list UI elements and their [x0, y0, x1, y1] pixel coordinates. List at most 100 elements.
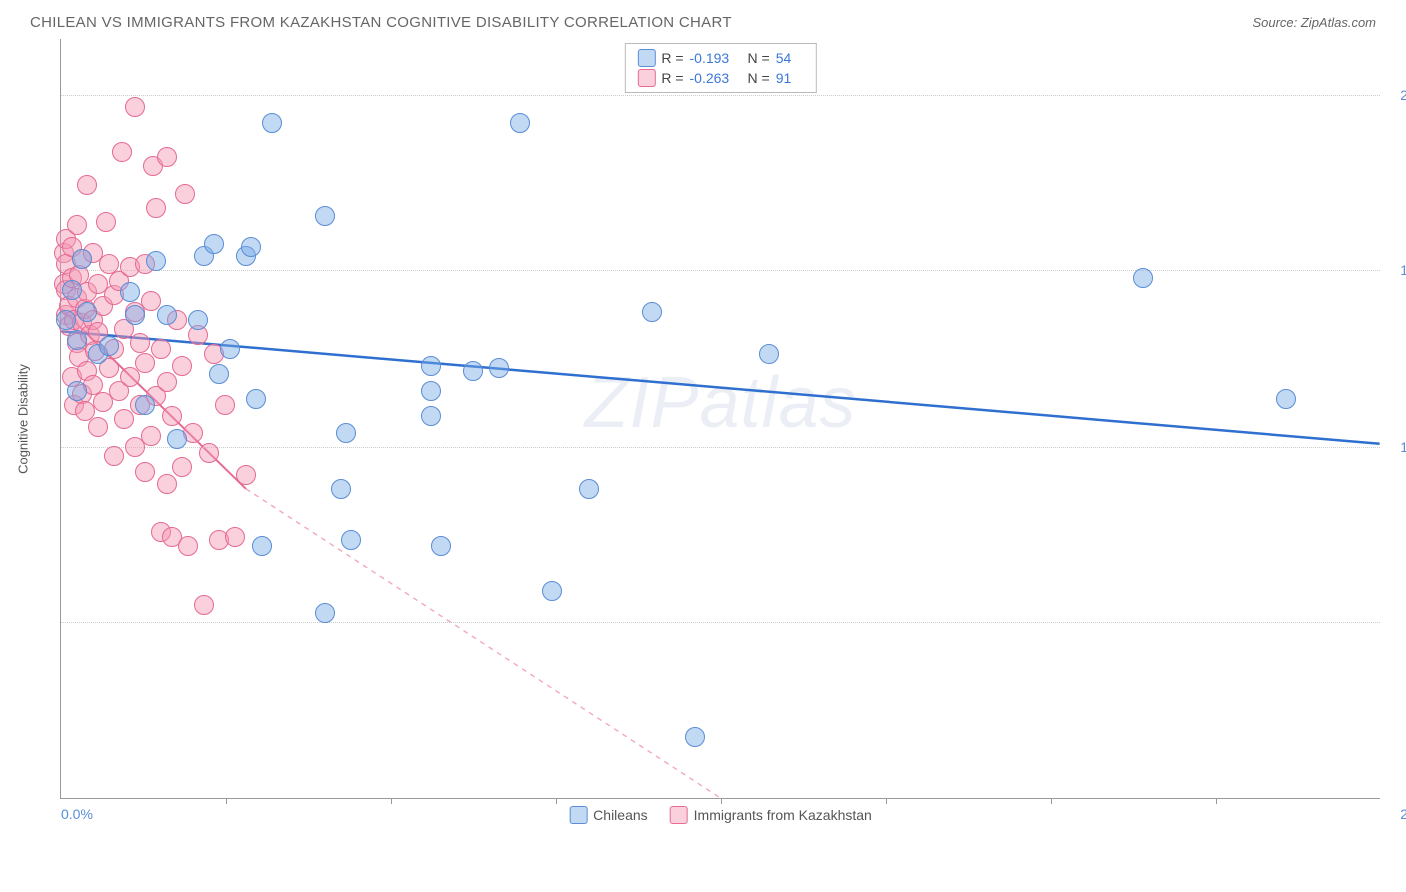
x-tick: [1051, 798, 1052, 804]
x-tick: [1216, 798, 1217, 804]
legend-item: Immigrants from Kazakhstan: [670, 806, 872, 824]
stats-legend-box: R = -0.193 N = 54 R = -0.263 N = 91: [624, 43, 816, 93]
scatter-point: [341, 530, 361, 550]
scatter-point: [157, 474, 177, 494]
stats-n-label: N =: [748, 50, 770, 66]
scatter-point: [421, 406, 441, 426]
scatter-point: [135, 462, 155, 482]
chart-title: CHILEAN VS IMMIGRANTS FROM KAZAKHSTAN CO…: [30, 14, 732, 31]
scatter-point: [135, 395, 155, 415]
scatter-point: [204, 234, 224, 254]
scatter-point: [194, 595, 214, 615]
legend-swatch: [569, 806, 587, 824]
legend-item: Chileans: [569, 806, 647, 824]
scatter-point: [209, 364, 229, 384]
legend-label: Immigrants from Kazakhstan: [694, 807, 872, 823]
scatter-point: [685, 727, 705, 747]
trend-lines-svg: [61, 39, 1380, 798]
scatter-point: [151, 339, 171, 359]
gridline-h: [61, 447, 1380, 448]
scatter-point: [199, 443, 219, 463]
stats-swatch: [637, 49, 655, 67]
scatter-point: [642, 302, 662, 322]
legend-label: Chileans: [593, 807, 647, 823]
scatter-point: [125, 97, 145, 117]
y-axis-title: Cognitive Disability: [16, 364, 31, 474]
scatter-point: [331, 479, 351, 499]
scatter-point: [167, 429, 187, 449]
stats-n-label: N =: [748, 70, 770, 86]
scatter-point: [120, 282, 140, 302]
scatter-point: [579, 479, 599, 499]
scatter-point: [77, 175, 97, 195]
watermark-text: ZIPatlas: [584, 362, 856, 444]
scatter-point: [236, 465, 256, 485]
x-axis-min-label: 0.0%: [61, 806, 93, 822]
scatter-point: [88, 417, 108, 437]
scatter-point: [175, 184, 195, 204]
bottom-legend: Chileans Immigrants from Kazakhstan: [569, 806, 872, 824]
scatter-point: [542, 581, 562, 601]
scatter-point: [336, 423, 356, 443]
scatter-point: [489, 358, 509, 378]
scatter-point: [315, 206, 335, 226]
y-tick-label: 18.8%: [1385, 262, 1406, 278]
scatter-point: [220, 339, 240, 359]
scatter-point: [1133, 268, 1153, 288]
scatter-point: [431, 536, 451, 556]
scatter-point: [225, 527, 245, 547]
scatter-point: [146, 198, 166, 218]
stats-r-value: -0.193: [690, 50, 742, 66]
scatter-point: [75, 401, 95, 421]
scatter-point: [157, 372, 177, 392]
scatter-point: [246, 389, 266, 409]
scatter-point: [67, 330, 87, 350]
stats-swatch: [637, 69, 655, 87]
scatter-point: [172, 356, 192, 376]
scatter-point: [125, 305, 145, 325]
scatter-point: [77, 302, 97, 322]
x-tick: [391, 798, 392, 804]
scatter-point: [262, 113, 282, 133]
scatter-point: [178, 536, 198, 556]
y-tick-label: 6.3%: [1385, 614, 1406, 630]
scatter-point: [157, 305, 177, 325]
trend-line: [61, 331, 1379, 443]
scatter-point: [62, 280, 82, 300]
gridline-h: [61, 95, 1380, 96]
scatter-point: [146, 251, 166, 271]
x-tick: [226, 798, 227, 804]
scatter-point: [162, 406, 182, 426]
stats-row: R = -0.263 N = 91: [637, 68, 803, 88]
scatter-point: [241, 237, 261, 257]
gridline-h: [61, 622, 1380, 623]
scatter-point: [112, 142, 132, 162]
scatter-point: [188, 310, 208, 330]
scatter-point: [141, 426, 161, 446]
source-attribution: Source: ZipAtlas.com: [1252, 15, 1376, 30]
gridline-h: [61, 270, 1380, 271]
scatter-point: [135, 353, 155, 373]
scatter-point: [510, 113, 530, 133]
scatter-point: [1276, 389, 1296, 409]
y-tick-label: 25.0%: [1385, 87, 1406, 103]
scatter-point: [421, 381, 441, 401]
trend-line: [246, 489, 721, 798]
scatter-point: [104, 446, 124, 466]
scatter-point: [157, 147, 177, 167]
scatter-point: [130, 333, 150, 353]
scatter-point: [99, 336, 119, 356]
chart-container: ZIPatlas Cognitive Disability R =-0.193N…: [60, 39, 1376, 829]
scatter-point: [96, 212, 116, 232]
stats-r-label: R =: [661, 70, 683, 86]
scatter-point: [72, 249, 92, 269]
legend-swatch: [670, 806, 688, 824]
stats-n-value: 54: [776, 50, 804, 66]
y-tick-label: 12.5%: [1385, 439, 1406, 455]
stats-r-value: -0.263: [690, 70, 742, 86]
scatter-point: [114, 409, 134, 429]
plot-area: ZIPatlas Cognitive Disability R =-0.193N…: [60, 39, 1380, 799]
scatter-point: [172, 457, 192, 477]
stats-n-value: 91: [776, 70, 804, 86]
scatter-point: [215, 395, 235, 415]
